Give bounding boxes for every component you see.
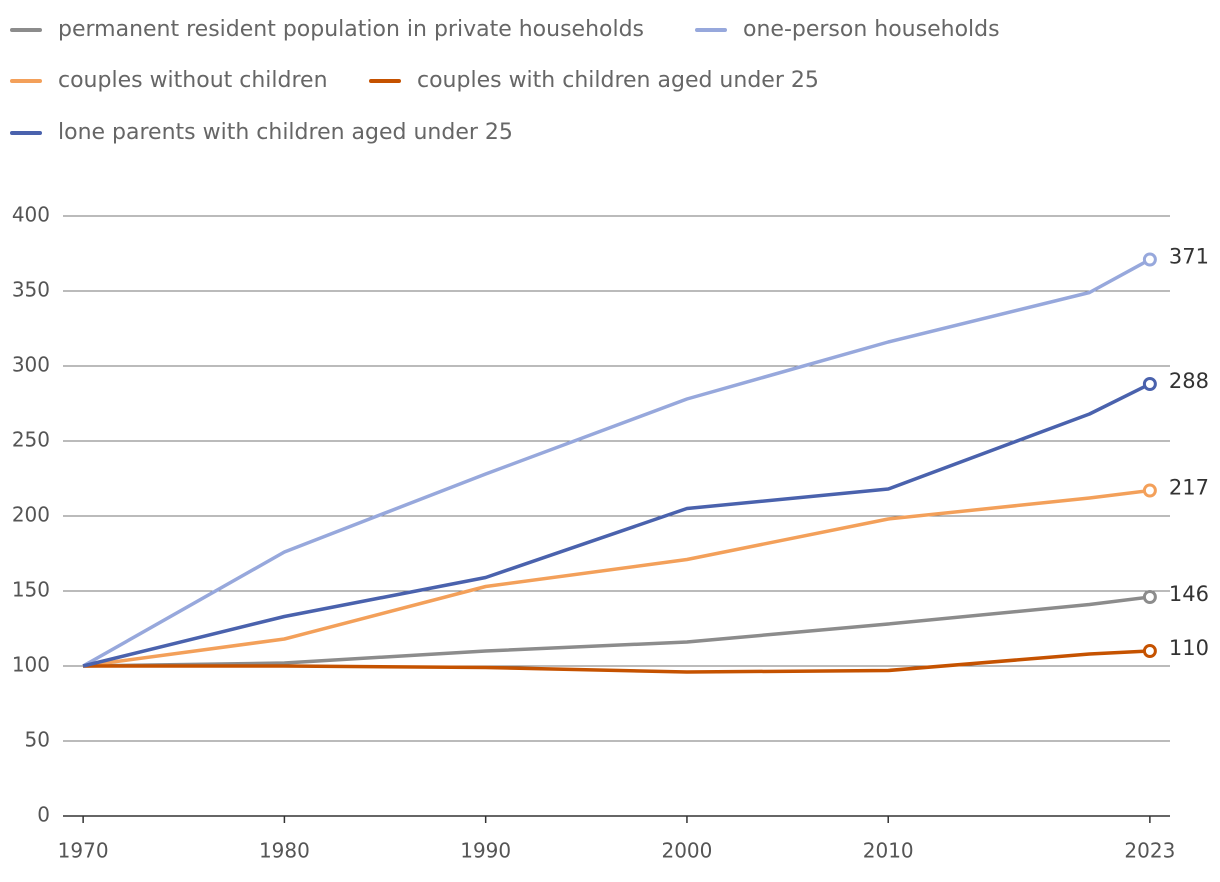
legend-label: lone parents with children aged under 25	[58, 120, 513, 145]
y-tick-label: 250	[12, 428, 50, 452]
end-label: 288	[1169, 369, 1209, 393]
y-tick-label: 200	[12, 503, 50, 527]
x-tick-label: 1990	[460, 839, 511, 863]
end-label: 110	[1169, 636, 1209, 660]
y-tick-label: 50	[25, 728, 50, 752]
end-label: 371	[1169, 245, 1209, 269]
end-marker	[1142, 644, 1157, 658]
y-tick-label: 350	[12, 278, 50, 302]
y-tick-label: 300	[12, 353, 50, 377]
x-tick-label: 2023	[1124, 839, 1175, 863]
legend-label: one-person households	[743, 17, 1000, 42]
series-line	[83, 595, 1151, 668]
x-tick-label: 1980	[259, 839, 310, 863]
x-tick-label: 2010	[863, 839, 914, 863]
series-line	[82, 488, 1151, 668]
end-marker	[1142, 483, 1157, 498]
end-marker	[1142, 377, 1157, 391]
legend-label: couples without children	[58, 68, 328, 93]
y-tick-label: 150	[12, 578, 50, 602]
end-label: 217	[1169, 476, 1209, 500]
end-marker	[1142, 252, 1157, 267]
x-tick-label: 1970	[58, 839, 109, 863]
series-line	[82, 257, 1151, 668]
end-label: 146	[1169, 582, 1209, 606]
end-marker	[1142, 590, 1157, 604]
series-line	[82, 382, 1151, 668]
legend-label: permanent resident population in private…	[58, 17, 644, 42]
y-tick-label: 400	[12, 203, 50, 227]
x-tick-label: 2000	[661, 839, 712, 863]
y-tick-label: 0	[37, 803, 50, 827]
legend-label: couples with children aged under 25	[417, 68, 819, 93]
y-tick-label: 100	[12, 653, 50, 677]
series-line	[83, 649, 1150, 674]
